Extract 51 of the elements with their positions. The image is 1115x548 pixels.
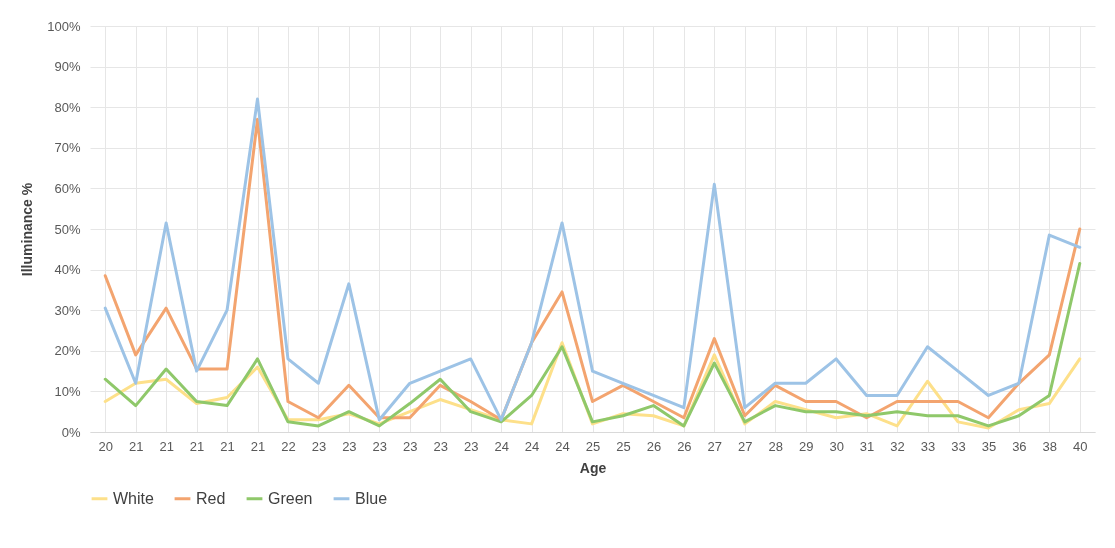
- y-tick-label: 100%: [47, 18, 81, 34]
- x-tick-label: 24: [524, 438, 540, 454]
- line-series: [103, 262, 1082, 428]
- x-tick-label: 29: [798, 438, 814, 454]
- y-tick-label: 40%: [54, 262, 81, 278]
- x-tick-label: 23: [342, 438, 357, 454]
- x-tick-label: 25: [585, 438, 601, 454]
- x-tick-label: 23: [463, 438, 479, 454]
- y-tick-label: 10%: [54, 383, 81, 399]
- y-tick-label: 80%: [54, 99, 81, 115]
- x-tick-label: 28: [768, 438, 783, 454]
- x-axis-title: Age: [579, 459, 607, 476]
- x-tick-label: 23: [403, 438, 418, 454]
- x-tick-label: 21: [220, 438, 235, 454]
- x-tick-label: 35: [981, 438, 997, 454]
- x-tick-label: 20: [98, 438, 113, 454]
- x-tick-label: 33: [951, 438, 966, 454]
- x-tick-label: 36: [1012, 438, 1027, 454]
- y-axis-title: Illuminance %: [19, 182, 36, 277]
- x-tick-label: 38: [1042, 438, 1058, 454]
- x-tick-label: 21: [189, 438, 205, 454]
- x-tick-label: 40: [1073, 438, 1088, 454]
- x-tick-label: 27: [707, 438, 723, 454]
- y-tick-label: 70%: [54, 140, 81, 156]
- y-tick-label: 90%: [54, 59, 81, 75]
- x-tick-label: 24: [555, 438, 570, 454]
- x-tick-label: 27: [738, 438, 753, 454]
- x-tick-label: 26: [677, 438, 692, 454]
- x-tick-label: 21: [128, 438, 144, 454]
- y-tick-label: 20%: [54, 343, 81, 359]
- x-tick-label: 22: [281, 438, 296, 454]
- legend-label: Red: [196, 489, 226, 507]
- x-tick-label: 21: [159, 438, 174, 454]
- y-tick-label: 60%: [54, 180, 81, 196]
- y-tick-label: 0%: [61, 424, 81, 440]
- x-tick-label: 24: [494, 438, 509, 454]
- x-tick-label: 31: [859, 438, 875, 454]
- x-tick-label: 23: [372, 438, 388, 454]
- x-tick-label: 23: [433, 438, 448, 454]
- y-tick-label: 30%: [54, 302, 81, 318]
- legend-label: Blue: [355, 489, 388, 507]
- legend-label: White: [113, 489, 154, 507]
- x-tick-label: 33: [920, 438, 936, 454]
- legend-label: Green: [268, 489, 313, 507]
- x-tick-label: 30: [829, 438, 844, 454]
- y-tick-label: 50%: [54, 221, 81, 237]
- x-tick-label: 21: [250, 438, 266, 454]
- x-tick-label: 26: [646, 438, 662, 454]
- x-tick-label: 25: [616, 438, 631, 454]
- x-tick-label: 23: [311, 438, 327, 454]
- x-tick-label: 32: [890, 438, 905, 454]
